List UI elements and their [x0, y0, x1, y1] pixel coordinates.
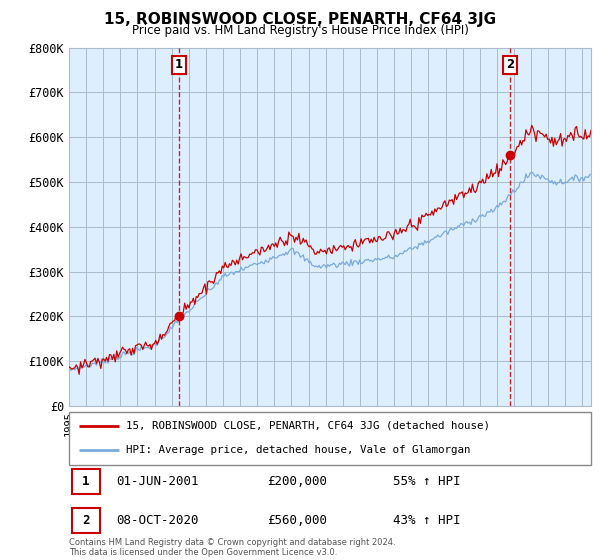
Text: Contains HM Land Registry data © Crown copyright and database right 2024.
This d: Contains HM Land Registry data © Crown c…	[69, 538, 395, 557]
Text: £560,000: £560,000	[268, 514, 328, 527]
Text: HPI: Average price, detached house, Vale of Glamorgan: HPI: Average price, detached house, Vale…	[127, 445, 471, 455]
Text: 15, ROBINSWOOD CLOSE, PENARTH, CF64 3JG (detached house): 15, ROBINSWOOD CLOSE, PENARTH, CF64 3JG …	[127, 421, 490, 431]
Text: 43% ↑ HPI: 43% ↑ HPI	[392, 514, 460, 527]
FancyBboxPatch shape	[71, 508, 100, 533]
Text: Price paid vs. HM Land Registry's House Price Index (HPI): Price paid vs. HM Land Registry's House …	[131, 24, 469, 37]
Text: 55% ↑ HPI: 55% ↑ HPI	[392, 475, 460, 488]
FancyBboxPatch shape	[69, 412, 591, 465]
Text: 1: 1	[175, 58, 183, 71]
Text: 1: 1	[82, 475, 90, 488]
Text: 01-JUN-2001: 01-JUN-2001	[116, 475, 199, 488]
Text: 15, ROBINSWOOD CLOSE, PENARTH, CF64 3JG: 15, ROBINSWOOD CLOSE, PENARTH, CF64 3JG	[104, 12, 496, 27]
Text: 2: 2	[506, 58, 514, 71]
Text: 08-OCT-2020: 08-OCT-2020	[116, 514, 199, 527]
Text: £200,000: £200,000	[268, 475, 328, 488]
Text: 2: 2	[82, 514, 90, 527]
FancyBboxPatch shape	[71, 469, 100, 494]
